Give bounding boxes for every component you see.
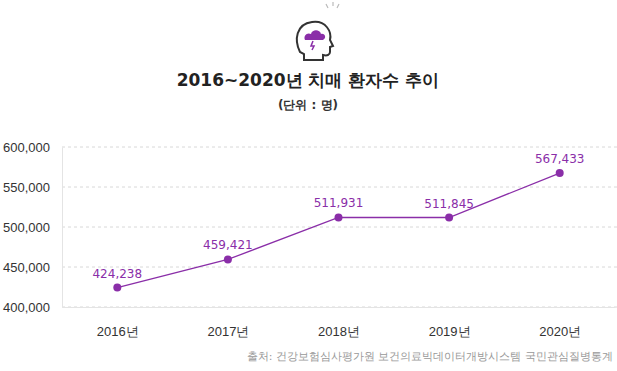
marker xyxy=(113,284,121,292)
x-tick: 2016년 xyxy=(97,307,139,339)
grid-line xyxy=(62,307,617,308)
data-label: 424,238 xyxy=(92,267,142,281)
grid-line xyxy=(62,267,617,268)
plot-area xyxy=(113,169,563,292)
y-tick: 600,000 xyxy=(3,140,62,155)
grid-line xyxy=(62,147,617,148)
data-label: 459,421 xyxy=(203,238,253,252)
source: 출처: 건강보험심사평가원 보건의료빅데이터개방시스템 국민관심질병통계 xyxy=(247,350,613,363)
data-label: 567,433 xyxy=(535,152,585,166)
y-tick: 500,000 xyxy=(3,220,62,235)
x-axis: 2016년 2017년 2018년 2019년 2020년 xyxy=(63,307,616,339)
grid-line xyxy=(62,227,617,228)
y-tick: 550,000 xyxy=(3,180,62,195)
grid xyxy=(62,147,617,307)
marker xyxy=(445,214,453,222)
x-tick-label: 2018년 xyxy=(318,324,360,339)
x-tick: 2019년 xyxy=(429,307,471,339)
x-tick-label: 2019년 xyxy=(429,324,471,339)
x-axis-line xyxy=(63,307,616,308)
x-tick-label: 2017년 xyxy=(207,324,249,339)
x-tick-label: 2016년 xyxy=(97,324,139,339)
y-tick-label: 450,000 xyxy=(3,260,50,275)
marker xyxy=(556,169,564,177)
data-labels: 424,238 459,421 511,931 511,845 567,433 xyxy=(92,152,584,281)
line xyxy=(117,173,559,288)
y-tick: 400,000 xyxy=(3,300,62,315)
y-axis-line xyxy=(62,148,63,308)
x-tick: 2020년 xyxy=(539,307,581,339)
y-axis: 400,000 450,000 500,000 550,000 600,000 xyxy=(3,140,63,315)
data-label: 511,845 xyxy=(424,197,474,211)
x-tick: 2017년 xyxy=(207,307,249,339)
icon-bolt xyxy=(311,41,314,50)
y-tick-label: 500,000 xyxy=(3,220,50,235)
title: 2016~2020년 치매 환자수 추이 xyxy=(177,70,440,90)
subtitle: (단위 : 명) xyxy=(278,98,338,112)
y-tick: 450,000 xyxy=(3,260,62,275)
grid-line xyxy=(62,187,617,188)
x-tick-label: 2020년 xyxy=(539,324,581,339)
marker xyxy=(224,255,232,263)
icon-cloud xyxy=(304,30,325,40)
icon xyxy=(297,2,339,60)
marker xyxy=(335,213,343,221)
icon-head xyxy=(297,22,333,60)
y-tick-label: 400,000 xyxy=(3,300,50,315)
data-label: 511,931 xyxy=(314,196,364,210)
icon-rays xyxy=(326,2,339,8)
x-tick: 2018년 xyxy=(318,307,360,339)
y-tick-label: 550,000 xyxy=(3,180,50,195)
y-tick-label: 600,000 xyxy=(3,140,50,155)
chart: 2016~2020년 치매 환자수 추이 (단위 : 명) 400,000 450,0… xyxy=(0,0,617,371)
